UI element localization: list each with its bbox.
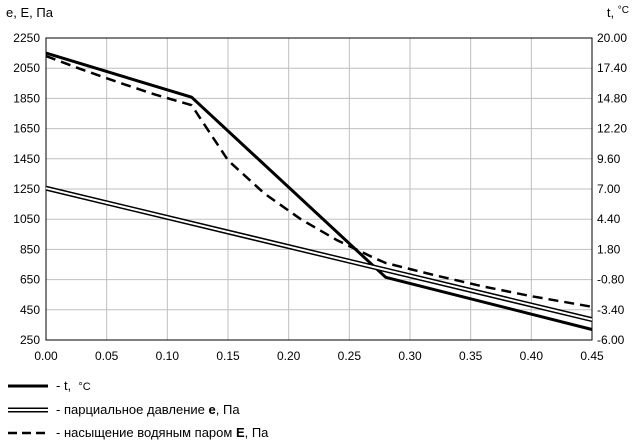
y-axis-right-title: t, °C	[607, 5, 629, 20]
y-right-tick-label: 9.60	[597, 152, 621, 166]
y-right-tick-label: -0.80	[597, 273, 625, 287]
legend-t-prefix: - t,	[56, 378, 78, 393]
legend-E-symbol: E	[236, 425, 245, 440]
x-tick-label: 0.30	[398, 349, 422, 363]
legend-label-t: - t, °C	[56, 378, 91, 393]
y-axis-left-title: e, E, Па	[6, 5, 54, 20]
y-right-tick-label: 14.80	[597, 91, 627, 105]
series	[45, 51, 593, 331]
y-right-tick-label: 17.40	[597, 61, 627, 75]
x-tick-label: 0.00	[34, 349, 58, 363]
y-left-tick-label: 2250	[13, 31, 40, 45]
legend-E-suffix: , Па	[245, 425, 270, 440]
legend: - t, °C - парциальное давление e, Па - н…	[8, 378, 269, 440]
x-tick-label: 0.35	[459, 349, 483, 363]
y-axis-right-title-prefix: t,	[607, 5, 618, 20]
y-left-tick-label: 1850	[13, 91, 40, 105]
y-right-tick-label: 20.00	[597, 31, 627, 45]
x-tick-label: 0.05	[95, 349, 119, 363]
y-left-tick-label: 1250	[13, 182, 40, 196]
y-left-tick-label: 1050	[13, 212, 40, 226]
y-left-tick-label: 250	[20, 333, 40, 347]
x-tick-label: 0.40	[520, 349, 544, 363]
x-tick-label: 0.20	[277, 349, 301, 363]
grid	[45, 37, 593, 341]
y-right-tick-label: -6.00	[597, 333, 625, 347]
legend-item-t: - t, °C	[8, 378, 91, 393]
series-t-line	[45, 51, 593, 331]
legend-e-prefix: - парциальное давление	[56, 402, 209, 417]
x-tick-label: 0.25	[338, 349, 362, 363]
y-left-tick-label: 650	[20, 273, 40, 287]
y-right-tick-label: 1.80	[597, 242, 621, 256]
legend-e-suffix: , Па	[216, 402, 241, 417]
legend-e-symbol: e	[209, 402, 216, 417]
legend-label-E: - насыщение водяным паром E, Па	[56, 425, 269, 440]
y-left-tick-label: 850	[20, 242, 40, 256]
legend-E-prefix: - насыщение водяным паром	[56, 425, 236, 440]
legend-item-e: - парциальное давление e, Па	[8, 402, 240, 417]
legend-t-unit: °C	[78, 381, 90, 393]
y-left-tick-label: 450	[20, 303, 40, 317]
y-right-tick-label: 12.20	[597, 122, 627, 136]
series-E	[45, 54, 593, 309]
y-right-tick-label: 4.40	[597, 212, 621, 226]
y-right-tick-label: -3.40	[597, 303, 625, 317]
series-e	[45, 185, 593, 323]
axis-titles: e, E, Па t, °C	[6, 5, 629, 20]
x-tick-label: 0.10	[156, 349, 180, 363]
series-t	[45, 51, 593, 331]
legend-label-e: - парциальное давление e, Па	[56, 402, 240, 417]
y-axis-right-title-unit: °C	[618, 5, 629, 16]
y-left-tick-label: 1450	[13, 152, 40, 166]
series-E-line	[45, 54, 593, 309]
series-e-line-inner	[45, 187, 593, 321]
tick-labels: 250 -6.00 450 -3.40 650 -0.80 850 1.80 1050 4.40 1…	[13, 31, 627, 363]
y-right-tick-label: 7.00	[597, 182, 621, 196]
x-tick-label: 0.45	[580, 349, 604, 363]
legend-item-E: - насыщение водяным паром E, Па	[8, 425, 269, 440]
y-left-tick-label: 1650	[13, 122, 40, 136]
x-tick-label: 0.15	[216, 349, 240, 363]
y-left-tick-label: 2050	[13, 61, 40, 75]
